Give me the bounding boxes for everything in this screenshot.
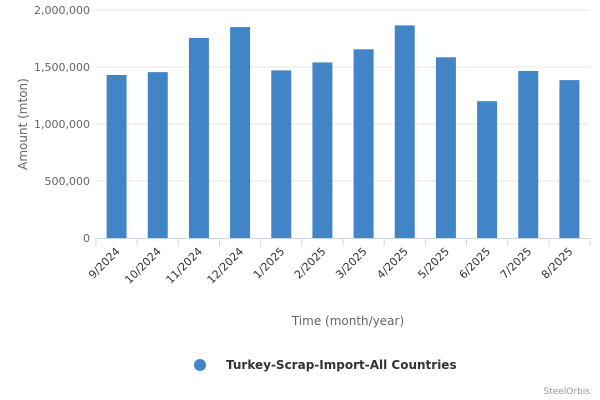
bar-12-2024[interactable] <box>230 27 251 238</box>
bar-9-2024[interactable] <box>106 74 127 238</box>
y-tick-label: 0 <box>83 232 90 245</box>
bar-3-2025[interactable] <box>353 49 374 238</box>
x-tick-label: 8/2025 <box>539 245 576 282</box>
x-tick-label: 3/2025 <box>333 245 370 282</box>
legend[interactable]: Turkey-Scrap-Import-All Countries <box>194 358 457 372</box>
bar-7-2025[interactable] <box>518 70 539 239</box>
y-tick-label: 2,000,000 <box>34 4 90 17</box>
gridlines <box>96 9 590 182</box>
y-tick-label: 1,000,000 <box>34 118 90 131</box>
bar-4-2025[interactable] <box>394 25 415 238</box>
x-tick-label: 10/2024 <box>122 245 164 287</box>
x-tick-label: 4/2025 <box>374 245 411 282</box>
y-tick-label: 500,000 <box>45 175 91 188</box>
x-tick-label: 5/2025 <box>415 245 452 282</box>
bar-11-2024[interactable] <box>188 37 209 239</box>
x-tick-label: 7/2025 <box>498 245 535 282</box>
x-axis-title: Time (month/year) <box>291 314 404 328</box>
legend-marker <box>194 359 206 371</box>
bar-series[interactable] <box>106 25 580 239</box>
legend-label: Turkey-Scrap-Import-All Countries <box>226 358 457 372</box>
y-tick-label: 1,500,000 <box>34 61 90 74</box>
chart-credit[interactable]: SteelOrbis <box>543 387 590 397</box>
x-tick-label: 6/2025 <box>457 245 494 282</box>
x-tick-label: 1/2025 <box>251 245 288 282</box>
x-tick-label: 11/2024 <box>164 245 206 287</box>
x-tick-label: 12/2024 <box>205 245 247 287</box>
bar-5-2025[interactable] <box>435 57 456 239</box>
bar-10-2024[interactable] <box>147 72 168 238</box>
bar-8-2025[interactable] <box>559 80 580 238</box>
y-axis-title: Amount (mton) <box>16 78 30 170</box>
y-axis-ticks: 0 500,000 1,000,000 1,500,000 2,000,000 <box>34 4 90 245</box>
x-tick-label: 2/2025 <box>292 245 329 282</box>
bar-1-2025[interactable] <box>271 70 292 238</box>
bar-6-2025[interactable] <box>477 101 498 238</box>
bar-2-2025[interactable] <box>312 62 333 238</box>
x-axis-ticks: 9/2024 10/2024 11/2024 12/2024 1/2025 2/2025 3… <box>86 238 591 287</box>
x-tick-label: 9/2024 <box>86 245 123 282</box>
